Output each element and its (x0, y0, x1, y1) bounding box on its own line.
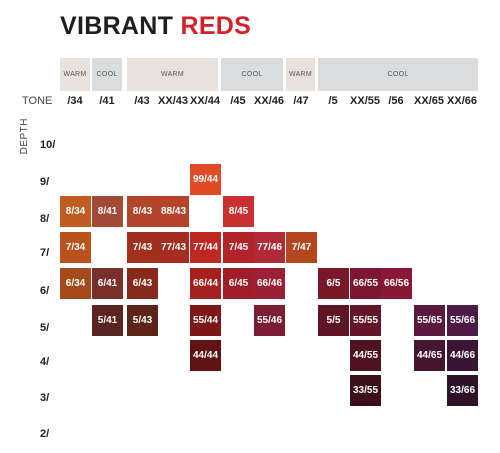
family-header-warm: WARM (286, 58, 315, 91)
tone-label: /45 (230, 95, 246, 107)
color-swatch[interactable]: 99/44 (190, 164, 221, 195)
color-swatch[interactable]: 44/65 (414, 340, 445, 371)
depth-label: 6/ (40, 285, 50, 297)
color-swatch[interactable]: 5/5 (318, 305, 349, 336)
color-swatch[interactable]: 7/34 (60, 232, 91, 263)
family-header-warm: WARM (127, 58, 218, 91)
family-header-cool: COOL (92, 58, 122, 91)
title-vibrant: VIBRANT (60, 12, 174, 40)
color-swatch[interactable]: 55/44 (190, 305, 221, 336)
page-title: VIBRANT REDS (60, 12, 251, 41)
tone-label: /47 (293, 95, 309, 107)
color-swatch[interactable]: 6/34 (60, 268, 91, 299)
tone-label: /34 (67, 95, 83, 107)
tone-label: XX/66 (447, 95, 477, 107)
color-swatch[interactable]: 7/45 (223, 232, 254, 263)
color-swatch[interactable]: 66/55 (350, 268, 381, 299)
color-swatch[interactable]: 77/46 (254, 232, 285, 263)
color-swatch[interactable]: 7/43 (127, 232, 158, 263)
depth-label: 5/ (40, 322, 50, 334)
color-swatch[interactable]: 55/65 (414, 305, 445, 336)
color-swatch[interactable]: 55/55 (350, 305, 381, 336)
tone-label: XX/46 (254, 95, 284, 107)
color-swatch[interactable]: 44/44 (190, 340, 221, 371)
depth-label: 3/ (40, 392, 50, 404)
color-swatch[interactable]: 55/46 (254, 305, 285, 336)
color-swatch[interactable]: 5/43 (127, 305, 158, 336)
color-swatch[interactable]: 6/45 (223, 268, 254, 299)
depth-label: 7/ (40, 247, 50, 259)
family-header-cool: COOL (318, 58, 478, 91)
family-header-cool: COOL (221, 58, 283, 91)
color-swatch[interactable]: 8/41 (92, 196, 123, 227)
depth-label: 8/ (40, 213, 50, 225)
tone-label: /43 (134, 95, 150, 107)
tone-label: XX/44 (190, 95, 220, 107)
color-swatch[interactable]: 5/41 (92, 305, 123, 336)
color-swatch[interactable]: 33/66 (447, 375, 478, 406)
color-swatch[interactable]: 44/66 (447, 340, 478, 371)
tone-label: XX/65 (414, 95, 444, 107)
tone-axis-label: TONE (22, 95, 53, 107)
color-swatch[interactable]: 55/66 (447, 305, 478, 336)
color-swatch[interactable]: 66/44 (190, 268, 221, 299)
family-header-warm: WARM (60, 58, 90, 91)
color-swatch[interactable]: 77/44 (190, 232, 221, 263)
color-swatch[interactable]: 6/5 (318, 268, 349, 299)
color-swatch[interactable]: 6/43 (127, 268, 158, 299)
color-swatch[interactable]: 6/41 (92, 268, 123, 299)
tone-label: XX/55 (350, 95, 380, 107)
tone-label: XX/43 (158, 95, 188, 107)
color-swatch[interactable]: 66/46 (254, 268, 285, 299)
tone-label: /41 (99, 95, 115, 107)
color-swatch[interactable]: 44/55 (350, 340, 381, 371)
depth-label: 4/ (40, 356, 50, 368)
color-swatch[interactable]: 8/43 (127, 196, 158, 227)
color-swatch[interactable]: 66/56 (381, 268, 412, 299)
depth-axis-label: DEPTH (19, 118, 30, 155)
color-swatch[interactable]: 33/55 (350, 375, 381, 406)
color-swatch[interactable]: 88/43 (158, 196, 189, 227)
color-swatch[interactable]: 8/34 (60, 196, 91, 227)
depth-label: 2/ (40, 428, 50, 440)
color-swatch[interactable]: 77/43 (158, 232, 189, 263)
tone-label: /56 (388, 95, 404, 107)
depth-label: 9/ (40, 176, 50, 188)
color-swatch[interactable]: 7/47 (286, 232, 317, 263)
tone-label: /5 (328, 95, 338, 107)
title-reds: REDS (180, 12, 252, 40)
depth-label: 10/ (40, 139, 56, 151)
color-swatch[interactable]: 8/45 (223, 196, 254, 227)
